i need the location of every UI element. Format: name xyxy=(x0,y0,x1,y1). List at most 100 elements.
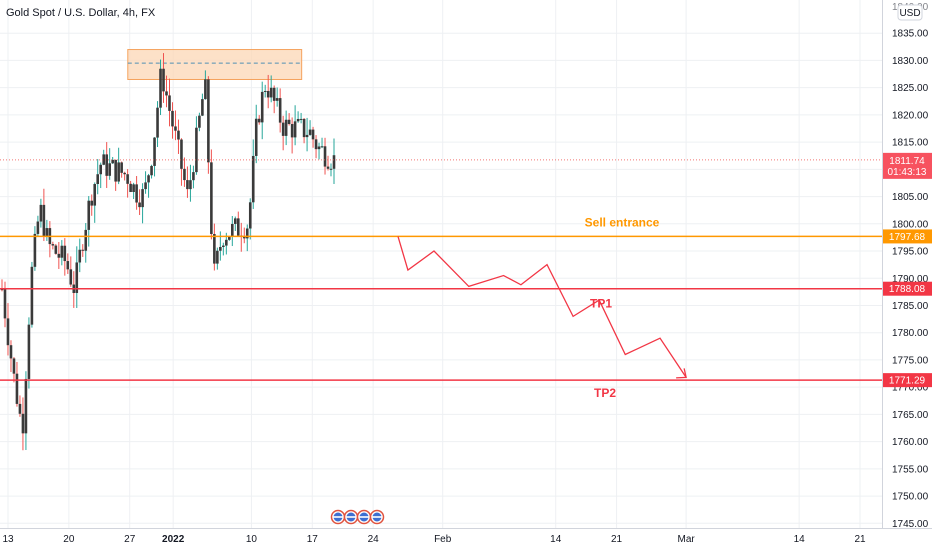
candle-body xyxy=(266,90,270,98)
candle-body xyxy=(165,91,168,96)
level-badge-label: 1788.08 xyxy=(889,284,926,295)
currency-button-label: USD xyxy=(899,8,920,19)
price-tick-label: 1805.00 xyxy=(892,192,929,203)
candle-body xyxy=(299,118,303,120)
candle-body xyxy=(150,165,153,176)
time-tick-label: 10 xyxy=(246,534,258,545)
currency-button[interactable]: USD xyxy=(897,4,923,21)
time-axis[interactable]: 13 20 27 2022 10 17 24 Feb 14 21 Mar 14 21 xyxy=(0,528,932,546)
candle-body xyxy=(302,118,306,138)
resistance-zone xyxy=(127,49,303,80)
candle-body xyxy=(93,184,97,206)
candle-body xyxy=(27,324,31,379)
candle-body xyxy=(329,168,333,170)
candle-body xyxy=(323,146,327,167)
annotation-label: TP2 xyxy=(594,386,616,400)
chart-title: Gold Spot / U.S. Dollar, 4h, FX xyxy=(6,7,156,19)
candle-body xyxy=(305,134,309,138)
candle-body xyxy=(90,200,94,206)
time-tick-label: Mar xyxy=(678,534,696,545)
candle-body xyxy=(6,318,10,346)
candle-body xyxy=(60,245,64,258)
price-tick-label: 1830.00 xyxy=(892,56,929,67)
level-badge-label: 1797.68 xyxy=(889,232,926,243)
candle-body xyxy=(198,115,201,128)
price-tick-label: 1745.00 xyxy=(892,519,929,530)
event-flag-icon[interactable] xyxy=(343,509,359,525)
candle-body xyxy=(30,266,34,325)
candle-body xyxy=(192,172,195,181)
candle-body xyxy=(254,118,258,156)
candle-body xyxy=(156,107,159,138)
candle-body xyxy=(33,233,37,267)
price-tick-label: 1820.00 xyxy=(892,110,929,121)
candle-body xyxy=(236,218,240,236)
event-icon-stripe xyxy=(333,516,343,518)
time-tick-label: 17 xyxy=(307,534,319,545)
candle-body xyxy=(9,345,13,359)
candle-body xyxy=(278,98,282,123)
candle-body xyxy=(132,184,135,193)
event-flag-icon[interactable] xyxy=(356,509,372,525)
candle-body xyxy=(225,239,228,246)
candle-body xyxy=(272,87,276,101)
current-price-label: 1811.74 xyxy=(889,156,925,167)
candle-body xyxy=(78,249,82,263)
candle-body xyxy=(18,403,22,414)
candle-body xyxy=(39,204,43,222)
price-tick-label: 1750.00 xyxy=(892,492,929,503)
candle-body xyxy=(153,137,156,166)
level-badge-label: 1771.29 xyxy=(889,376,926,387)
candle-body xyxy=(126,174,129,184)
candle-body xyxy=(75,262,79,293)
candle-body xyxy=(36,221,40,234)
candle-body xyxy=(260,91,264,123)
candle-body xyxy=(317,146,321,150)
price-tick-label: 1825.00 xyxy=(892,83,929,94)
price-tick-label: 1785.00 xyxy=(892,301,929,312)
price-tick-label: 1770.00 xyxy=(892,383,929,394)
candle-body xyxy=(45,228,49,237)
candle-body xyxy=(219,246,222,251)
candle-body xyxy=(183,168,186,181)
candle-body xyxy=(222,245,225,247)
candle-body xyxy=(231,223,234,237)
candle-body xyxy=(117,162,120,182)
price-axis[interactable]: 1835.001830.001825.001820.001815.001810.… xyxy=(882,0,932,550)
candle-body xyxy=(69,269,73,285)
candle-body xyxy=(263,90,267,92)
price-tick-label: 1795.00 xyxy=(892,247,929,258)
event-flag-icon[interactable] xyxy=(330,509,346,525)
level-badge xyxy=(883,229,932,244)
candle-body xyxy=(314,139,318,150)
candle-body xyxy=(201,99,204,116)
candle-body xyxy=(105,154,108,176)
candle-body xyxy=(210,162,213,235)
time-tick-label: 21 xyxy=(854,534,866,545)
candle-body xyxy=(66,261,70,270)
candle-body xyxy=(108,163,111,176)
candle-body xyxy=(159,68,162,108)
candle-body xyxy=(102,154,105,165)
candle-body xyxy=(96,174,100,185)
level-badge xyxy=(883,373,932,388)
event-icon-stripe xyxy=(359,516,369,518)
annotation-label: Sell entrance xyxy=(585,215,660,229)
candle-body xyxy=(311,129,315,140)
candle-body xyxy=(332,155,336,169)
current-price-badge xyxy=(883,152,932,179)
candle-body xyxy=(269,87,273,98)
candle-body xyxy=(12,358,16,374)
candle-body xyxy=(51,244,55,246)
candle-body xyxy=(257,118,261,123)
price-axis-bg[interactable] xyxy=(882,0,932,550)
candle-body xyxy=(195,127,198,173)
candle-body xyxy=(123,172,126,175)
candle-body xyxy=(144,182,147,190)
event-flag-icon[interactable] xyxy=(369,509,385,525)
price-tick-label: 1755.00 xyxy=(892,464,929,475)
candle-body xyxy=(111,159,114,164)
candle-body xyxy=(308,129,312,135)
price-tick-label: 1775.00 xyxy=(892,355,929,366)
